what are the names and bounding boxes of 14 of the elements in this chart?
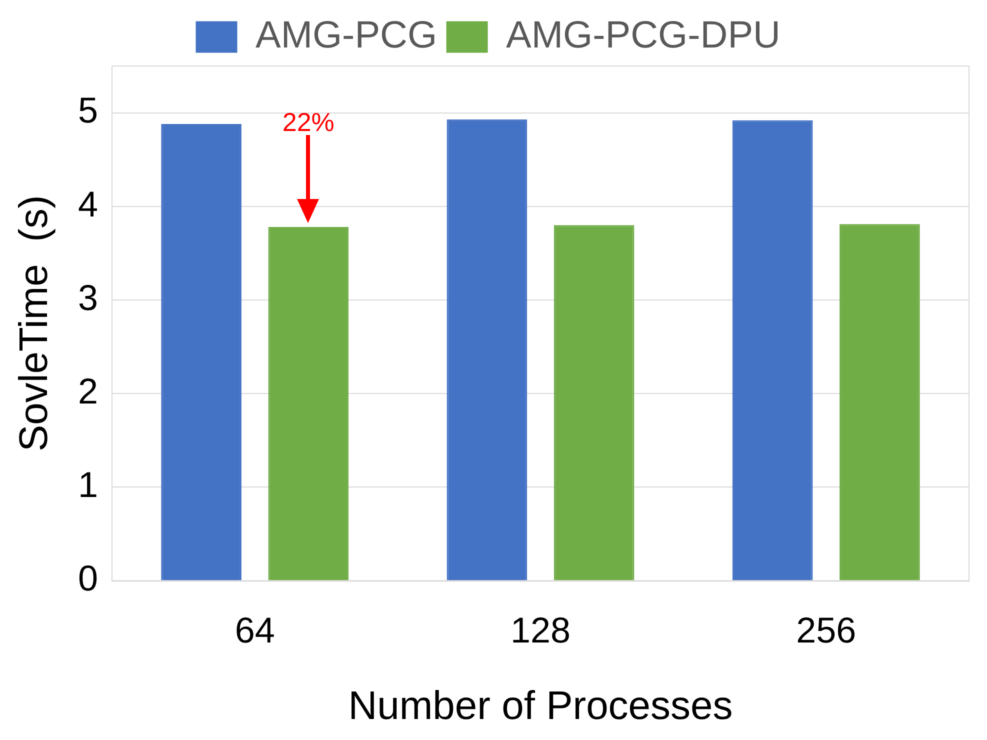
y-tick-label: 2 <box>78 370 98 412</box>
legend-label: AMG-PCG <box>256 14 438 56</box>
y-tick-label: 5 <box>78 90 98 131</box>
y-tick-label: 0 <box>78 558 98 599</box>
y-tick-label: 1 <box>78 464 98 506</box>
x-tick-label: 256 <box>796 609 856 650</box>
y-tick-label: 4 <box>78 183 98 224</box>
x-axis-title: Number of Processes <box>348 684 733 728</box>
x-tick-label: 64 <box>234 609 275 650</box>
y-axis-title: SovleTime (s) <box>12 195 56 452</box>
x-tick-label: 128 <box>510 609 571 650</box>
annotation: 22% <box>281 106 336 138</box>
legend-label: AMG-PCG-DPU <box>506 14 781 56</box>
y-tick-label: 3 <box>78 276 98 318</box>
